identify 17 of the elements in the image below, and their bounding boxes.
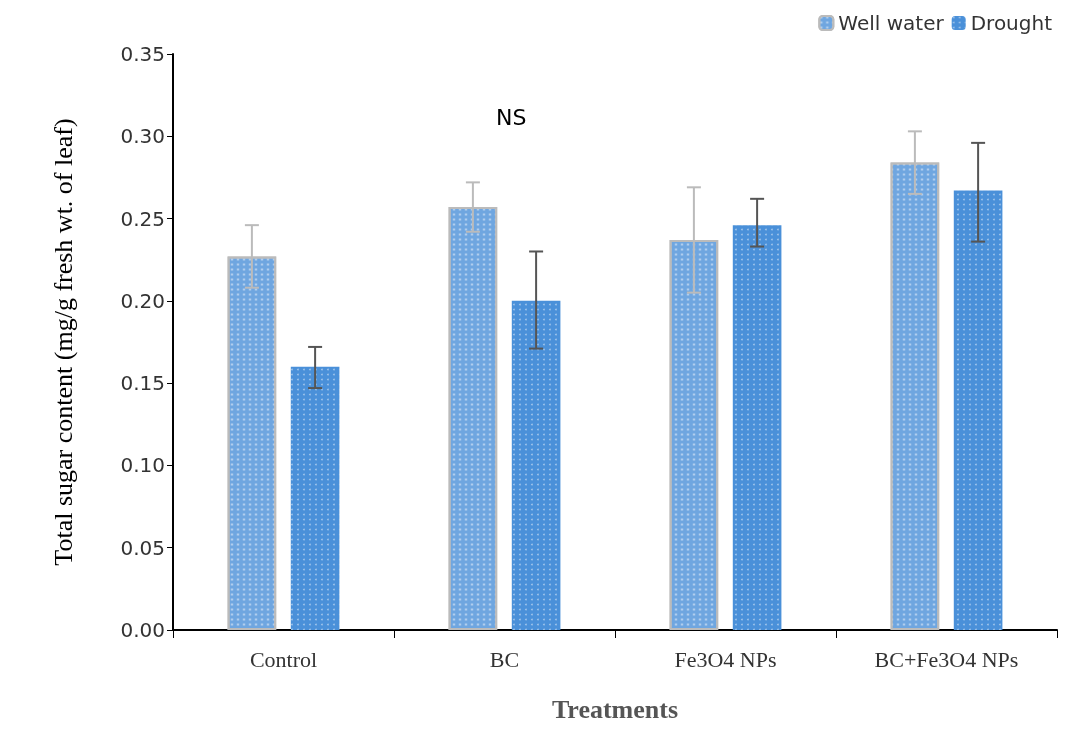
x-tick-label: BC — [489, 646, 520, 672]
y-tick-label: 0.20 — [120, 288, 165, 313]
y-tick-label: 0.10 — [120, 453, 165, 478]
x-tick-label: Control — [249, 646, 318, 672]
y-tick-label: 0.00 — [120, 618, 165, 642]
x-tick-label: BC+Fe3O4 NPs — [874, 646, 1019, 672]
y-axis-title: Total sugar content (mg/g fresh wt. of leaf) — [48, 118, 78, 566]
annotation: NS — [496, 104, 527, 130]
x-axis-title: Treatments — [551, 694, 679, 724]
y-tick-label: 0.15 — [120, 371, 165, 396]
legend-label: Well water — [838, 11, 945, 35]
y-tick-label: 0.35 — [120, 42, 165, 66]
x-tick-label: Fe3O4 NPs — [674, 646, 777, 672]
y-tick-label: 0.30 — [120, 124, 165, 149]
y-tick-label: 0.25 — [120, 206, 165, 231]
legend-label: Drought — [970, 11, 1053, 35]
y-tick-label: 0.05 — [120, 535, 165, 560]
